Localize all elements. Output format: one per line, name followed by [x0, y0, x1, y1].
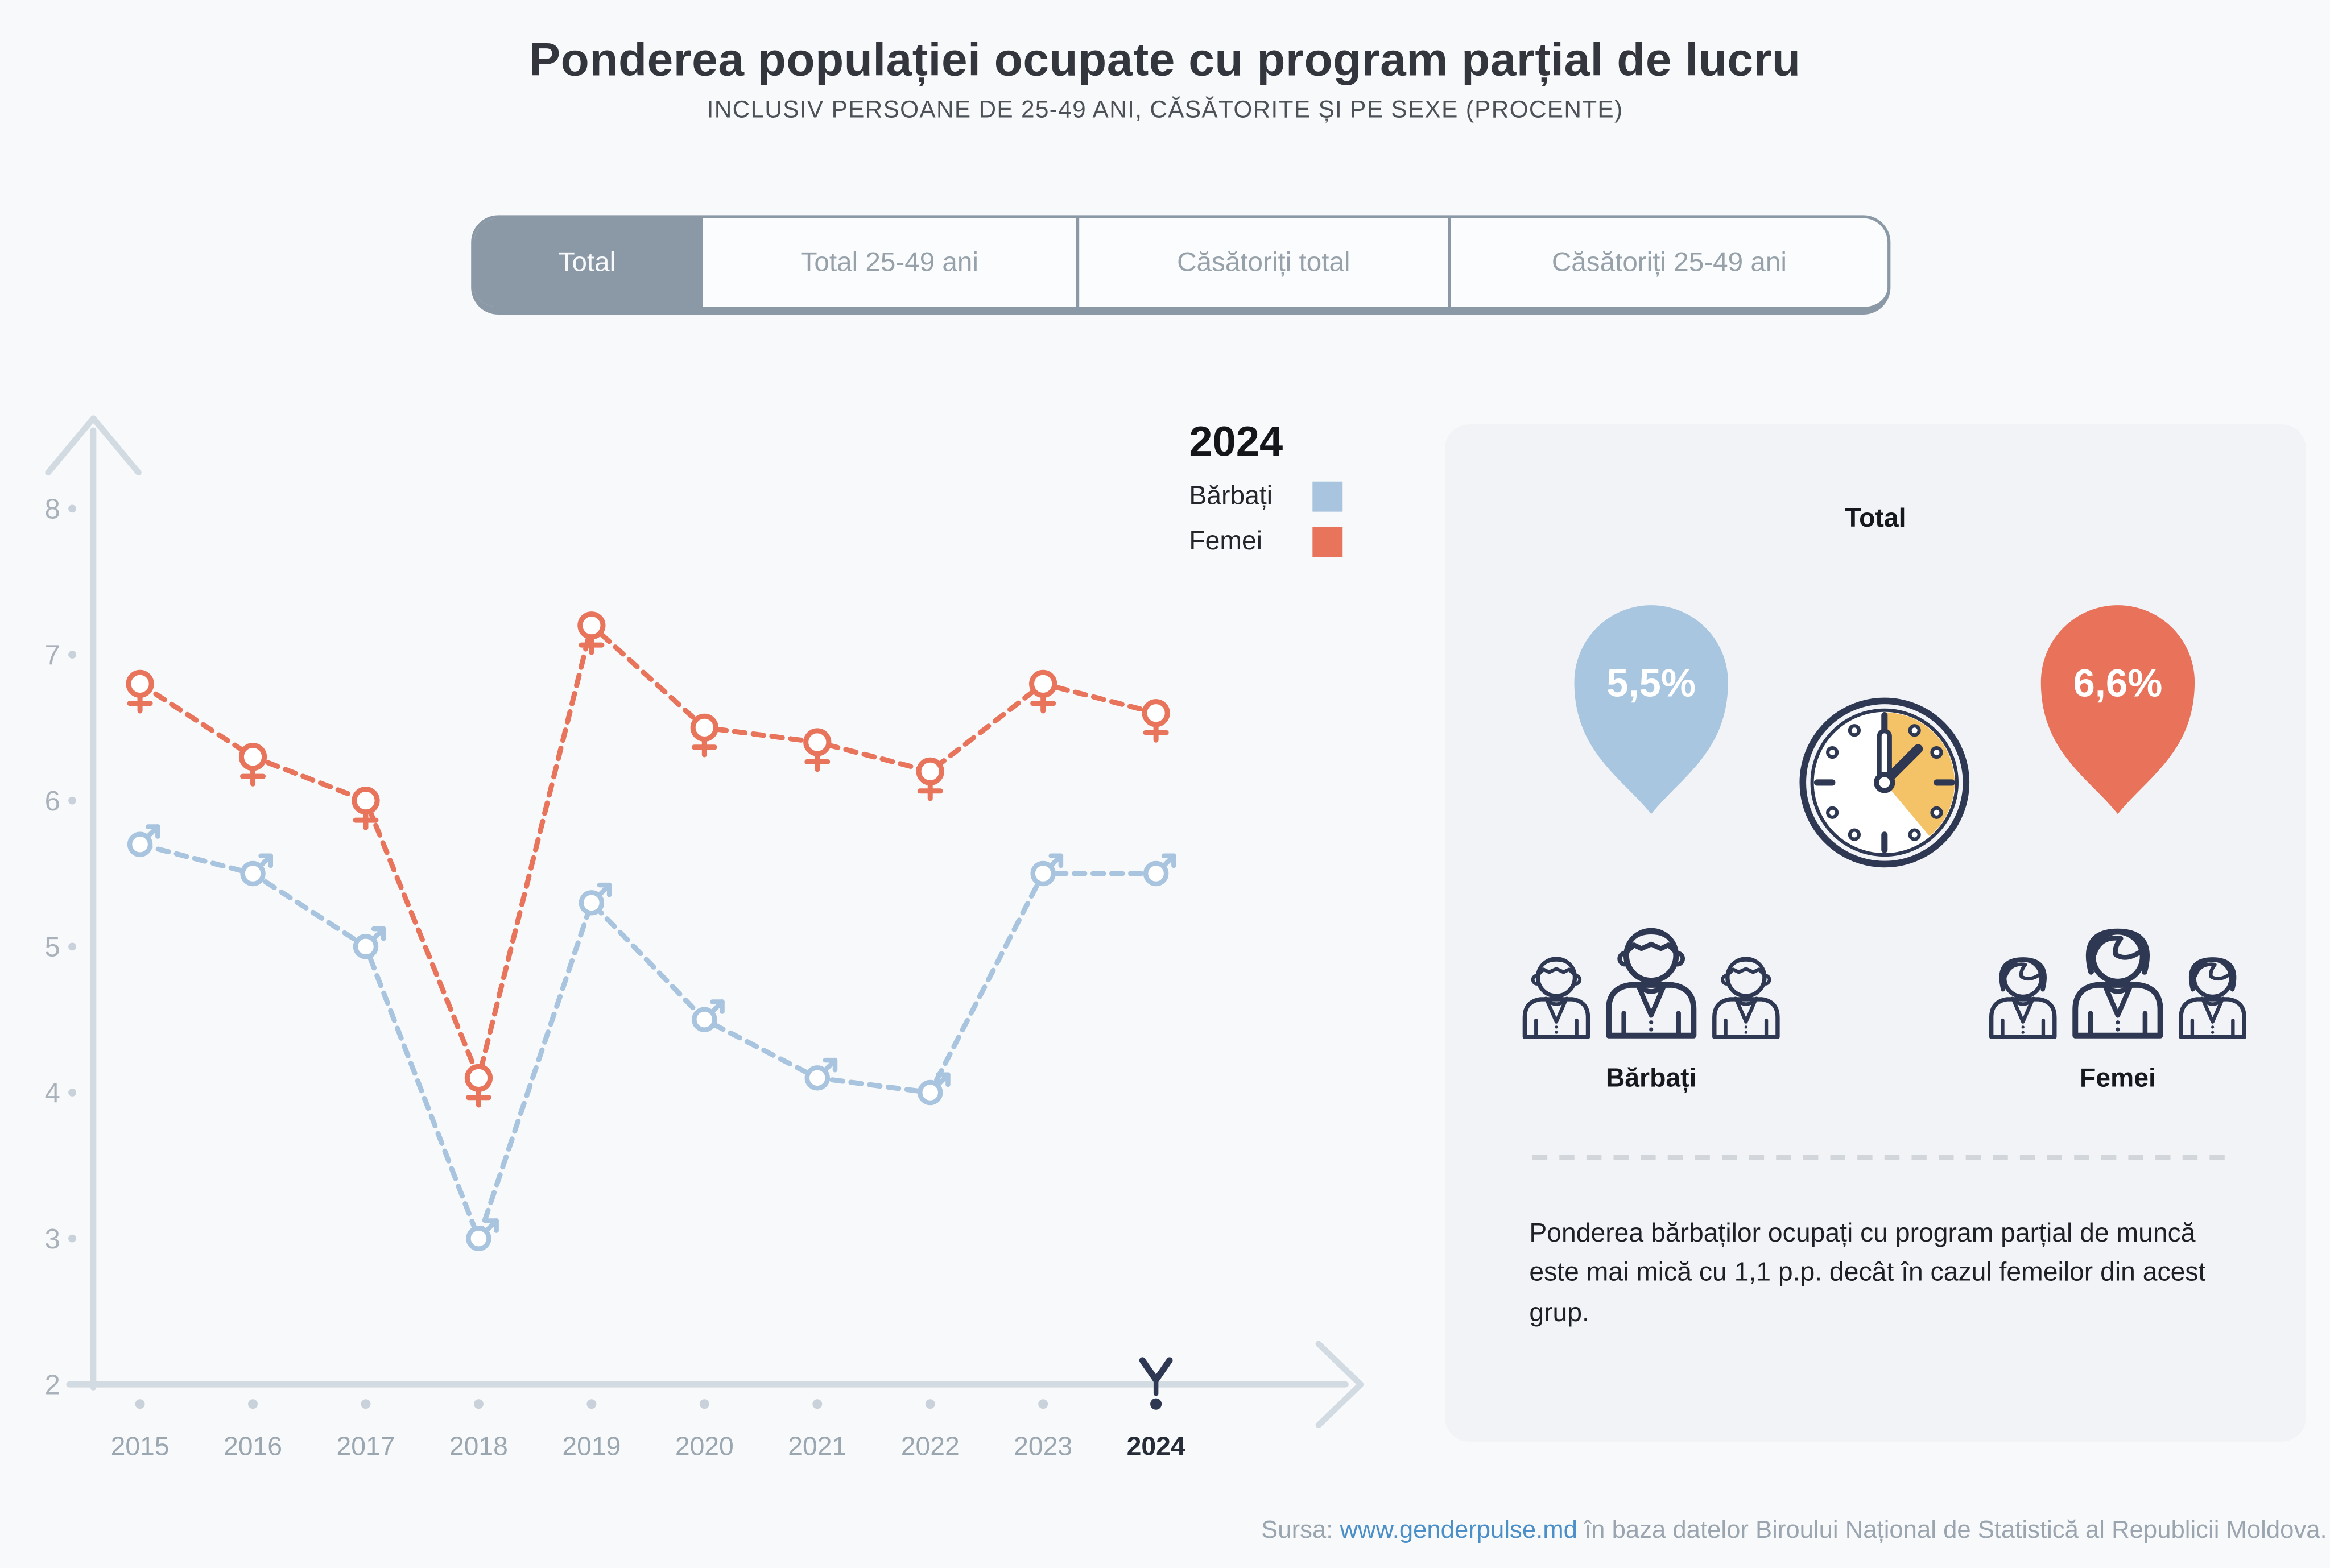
male-marker[interactable] [692, 999, 725, 1032]
y-axis-tick-dot [68, 651, 76, 659]
series-line-male [137, 842, 1159, 1242]
y-axis-label: 5 [45, 932, 60, 963]
legend-label-barbati: Bărbați [1189, 480, 1273, 510]
x-axis-year-label[interactable]: 2019 [562, 1432, 621, 1461]
male-value-droplet: 5,5% [1574, 605, 1728, 814]
panel-heading: Total [1845, 502, 1906, 533]
tab-casatoriti-total[interactable]: Căsătoriți total [1076, 218, 1448, 307]
y-axis-label: 8 [45, 494, 60, 525]
male-share-value: 5,5% [1606, 661, 1696, 705]
y-axis-label: 2 [45, 1370, 60, 1401]
female-value-droplet: 6,6% [2040, 605, 2195, 814]
legend-item-femei: Femei [1189, 525, 1343, 557]
female-marker[interactable] [803, 728, 832, 772]
summary-panel: Total 5,5% 6, [1445, 424, 2306, 1442]
source-suffix: în baza datelor Biroului Național de Sta… [1577, 1517, 2327, 1544]
male-marker[interactable] [1143, 853, 1176, 887]
x-axis-year-label[interactable]: 2016 [224, 1432, 282, 1461]
men-group-caption: Bărbați [1605, 1062, 1697, 1093]
x-axis-tick-dot [699, 1399, 709, 1409]
chart-legend: 2024 Bărbați Femei [1189, 418, 1343, 557]
female-marker[interactable] [690, 713, 718, 758]
x-axis-year-label[interactable]: 2015 [111, 1432, 170, 1461]
legend-item-barbati: Bărbați [1189, 480, 1343, 512]
source-prefix: Sursa: [1261, 1517, 1340, 1544]
x-axis-tick-dot [812, 1399, 823, 1409]
dashed-divider [1532, 1155, 2237, 1160]
y-axis-tick-dot [68, 1234, 76, 1243]
women-icons-group [1975, 895, 2261, 1040]
tab-total-25-49-ani[interactable]: Total 25-49 ani [700, 218, 1076, 307]
female-marker[interactable] [916, 757, 944, 801]
x-axis-year-label[interactable]: 2023 [1014, 1432, 1072, 1461]
female-marker[interactable] [1029, 669, 1057, 714]
male-marker[interactable] [466, 1218, 499, 1251]
x-axis-tick-dot [586, 1399, 597, 1409]
male-marker[interactable] [918, 1072, 951, 1106]
x-axis-year-label[interactable]: 2021 [788, 1432, 846, 1461]
female-share-value: 6,6% [2073, 661, 2162, 705]
header: Ponderea populației ocupate cu program p… [0, 0, 2330, 125]
legend-swatch-femei [1312, 526, 1343, 556]
source-link[interactable]: www.genderpulse.md [1340, 1517, 1577, 1544]
page-subtitle: INCLUSIV PERSOANE DE 25-49 ANI, CĂSĂTORI… [707, 97, 1623, 123]
x-axis-year-label[interactable]: 2024 [1127, 1432, 1185, 1461]
x-axis-tick-dot [135, 1399, 145, 1409]
line-chart: 2 3 4 5 6 7 8 2015 2016 2017 2018 2019 2020 2021 2022 2… [45, 415, 1364, 1461]
women-group-caption: Femei [2079, 1062, 2156, 1093]
y-axis-tick-dot [68, 796, 76, 805]
male-marker[interactable] [127, 824, 160, 857]
insight-text: Ponderea bărbaților ocupați cu program p… [1529, 1217, 2206, 1327]
male-marker[interactable] [579, 882, 612, 916]
y-axis-label: 4 [45, 1078, 60, 1108]
female-marker[interactable] [464, 1064, 493, 1108]
female-marker[interactable] [1142, 699, 1170, 743]
y-axis-tick-dot [68, 1089, 76, 1097]
x-axis-tick-dot [248, 1399, 258, 1409]
legend-year-label: 2024 [1189, 418, 1283, 465]
female-marker[interactable] [126, 669, 154, 714]
woman-icon [2053, 918, 2183, 1040]
y-axis-tick-dot [68, 504, 76, 513]
female-marker[interactable] [577, 611, 606, 655]
droplet-shape [2040, 605, 2195, 814]
y-axis-label: 7 [45, 640, 60, 671]
clock-icon [1799, 697, 1970, 868]
man-icon [1587, 918, 1716, 1040]
tab-casatoriti-25-49-ani[interactable]: Căsătoriți 25-49 ani [1448, 218, 1887, 307]
male-marker[interactable] [1030, 853, 1064, 887]
male-marker[interactable] [240, 853, 273, 887]
y-axis-tick-dot [68, 942, 76, 951]
y-axis-label: 6 [45, 786, 60, 817]
source-line: Sursa: www.genderpulse.md în baza datelo… [1261, 1517, 2327, 1545]
y-axis-arrow-icon [45, 415, 142, 476]
x-axis-year-label[interactable]: 2017 [336, 1432, 395, 1461]
view-tabs: Total Total 25-49 ani Căsătoriți total C… [471, 215, 1891, 315]
female-marker[interactable] [352, 787, 380, 830]
x-axis-arrow-icon [1315, 1341, 1364, 1429]
female-marker[interactable] [238, 743, 267, 787]
tab-total[interactable]: Total [474, 218, 700, 307]
droplet-shape [1574, 605, 1728, 814]
timeline-year-pointer[interactable] [1139, 1357, 1173, 1410]
series-line-female [137, 623, 1159, 1081]
x-axis-tick-dot [473, 1399, 484, 1409]
male-marker[interactable] [804, 1057, 838, 1091]
page-title: Ponderea populației ocupate cu program p… [529, 33, 1801, 86]
x-axis-tick-dot [1038, 1399, 1048, 1409]
legend-label-femei: Femei [1189, 525, 1263, 556]
x-axis-year-label[interactable]: 2022 [901, 1432, 960, 1461]
x-axis-tick-dot [925, 1399, 935, 1409]
male-marker[interactable] [353, 926, 386, 959]
x-axis-year-label[interactable]: 2020 [675, 1432, 734, 1461]
x-axis-tick-dot [361, 1399, 371, 1409]
men-icons-group [1508, 895, 1794, 1040]
x-axis-year-label[interactable]: 2018 [449, 1432, 508, 1461]
y-axis-label: 3 [45, 1224, 60, 1255]
legend-swatch-barbati [1312, 481, 1343, 511]
